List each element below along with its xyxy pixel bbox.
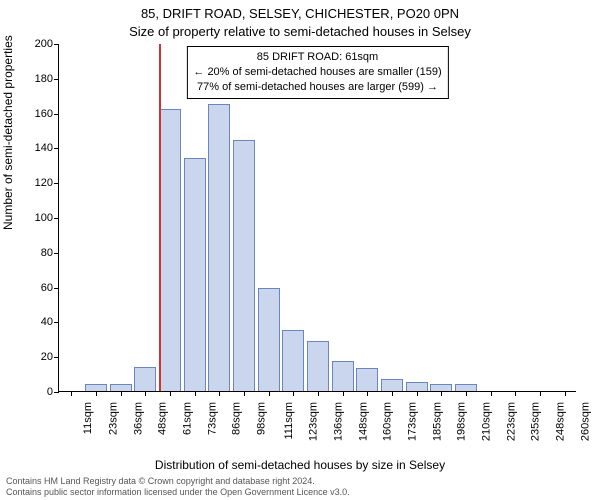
x-tick-mark [293,391,294,396]
y-tick-label: 200 [35,38,59,50]
x-tick-label: 160sqm [380,402,394,441]
footer-line2: Contains public sector information licen… [6,487,594,498]
x-tick-mark [170,391,171,396]
x-tick-label: 248sqm [553,402,567,441]
histogram-bar [208,104,230,391]
x-tick-label: 235sqm [528,402,542,441]
x-tick-mark [219,391,220,396]
y-axis-label: Number of semi-detached properties [1,35,15,230]
x-tick-mark [367,391,368,396]
x-tick-label: 86sqm [229,402,243,435]
histogram-bar [356,368,378,391]
footer-text: Contains HM Land Registry data © Crown c… [6,476,594,498]
x-tick-label: 148sqm [355,402,369,441]
x-tick-mark [318,391,319,396]
marker-line [159,44,161,391]
x-tick-label: 223sqm [503,402,517,441]
chart-title-address: 85, DRIFT ROAD, SELSEY, CHICHESTER, PO20… [0,6,600,21]
y-tick-label: 120 [35,177,59,189]
x-tick-label: 198sqm [454,402,468,441]
histogram-bar [85,384,107,391]
histogram-bar [430,384,452,391]
plot-area: 85 DRIFT ROAD: 61sqm ← 20% of semi-detac… [58,44,576,392]
y-tick-label: 40 [41,316,59,328]
histogram-bar [184,158,206,391]
annotation-line3: 77% of semi-detached houses are larger (… [193,80,441,95]
x-tick-mark [417,391,418,396]
histogram-bar [381,379,403,391]
chart-title-desc: Size of property relative to semi-detach… [0,24,600,39]
x-tick-mark [71,391,72,396]
annotation-line2: ← 20% of semi-detached houses are smalle… [193,65,441,80]
footer-line1: Contains HM Land Registry data © Crown c… [6,476,594,487]
histogram-bar [110,384,132,391]
x-tick-label: 48sqm [155,402,169,435]
x-tick-label: 123sqm [306,402,320,441]
histogram-bar [307,341,329,391]
histogram-bar [159,109,181,391]
x-tick-mark [244,391,245,396]
x-tick-mark [96,391,97,396]
histogram-bar [258,288,280,391]
y-tick-label: 160 [35,108,59,120]
x-tick-label: 61sqm [180,402,194,435]
x-tick-label: 11sqm [80,402,94,434]
x-tick-mark [491,391,492,396]
histogram-bar [406,382,428,391]
x-tick-label: 210sqm [479,402,493,441]
x-tick-mark [343,391,344,396]
histogram-bar [233,140,255,391]
x-tick-mark [441,391,442,396]
annotation-box: 85 DRIFT ROAD: 61sqm ← 20% of semi-detac… [186,46,448,99]
x-tick-mark [392,391,393,396]
histogram-bar [282,330,304,391]
annotation-line1: 85 DRIFT ROAD: 61sqm [193,50,441,65]
y-tick-label: 0 [47,386,59,398]
x-tick-mark [269,391,270,396]
x-tick-mark [195,391,196,396]
x-tick-mark [121,391,122,396]
x-tick-mark [145,391,146,396]
y-tick-label: 140 [35,142,59,154]
x-tick-label: 73sqm [204,402,218,435]
histogram-bar [134,367,156,391]
x-tick-label: 173sqm [405,402,419,441]
x-tick-mark [540,391,541,396]
y-tick-label: 20 [41,351,59,363]
x-tick-label: 98sqm [254,402,268,435]
y-tick-label: 60 [41,282,59,294]
y-tick-label: 180 [35,73,59,85]
x-tick-mark [565,391,566,396]
histogram-bar [332,361,354,391]
x-tick-label: 23sqm [106,402,120,435]
x-tick-label: 111sqm [280,402,294,440]
chart-container: 85, DRIFT ROAD, SELSEY, CHICHESTER, PO20… [0,0,600,500]
x-tick-label: 185sqm [429,402,443,441]
x-tick-mark [466,391,467,396]
x-tick-label: 260sqm [577,402,591,441]
x-tick-label: 136sqm [331,402,345,441]
y-tick-label: 80 [41,247,59,259]
histogram-bar [455,384,477,391]
y-tick-label: 100 [35,212,59,224]
x-axis-label: Distribution of semi-detached houses by … [0,458,600,472]
x-tick-label: 36sqm [130,402,144,435]
x-tick-mark [515,391,516,396]
